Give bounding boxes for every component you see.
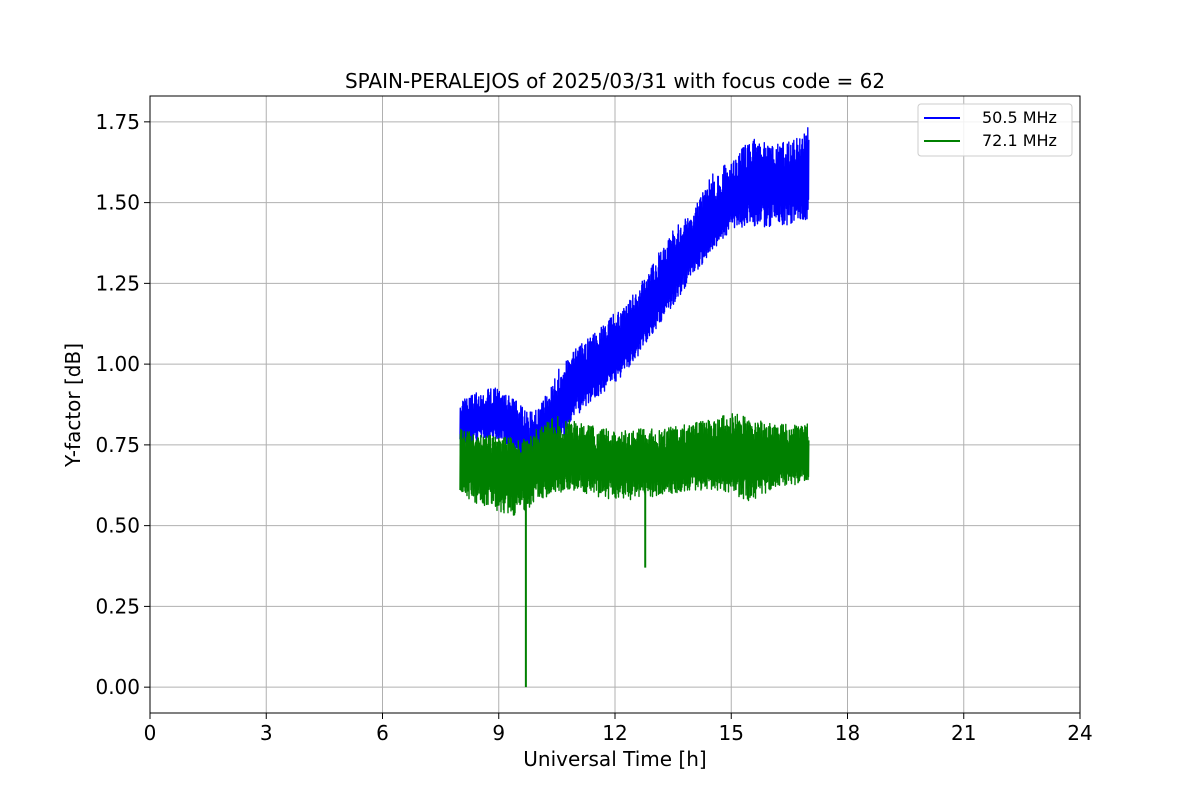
x-axis-ticks: 0 3 6 9 12 15 18 21 24 bbox=[144, 713, 1093, 745]
legend: 50.5 MHz 72.1 MHz bbox=[917, 103, 1073, 157]
y-tick-label: 0.50 bbox=[95, 514, 140, 538]
y-axis-ticks: 0.00 0.25 0.50 0.75 1.00 1.25 1.50 1.75 bbox=[95, 110, 150, 699]
chart-title: SPAIN-PERALEJOS of 2025/03/31 with focus… bbox=[345, 69, 885, 93]
x-tick-label: 0 bbox=[144, 721, 157, 745]
y-tick-label: 0.25 bbox=[95, 594, 140, 618]
x-tick-label: 6 bbox=[376, 721, 389, 745]
x-axis-label: Universal Time [h] bbox=[523, 747, 706, 771]
x-tick-label: 9 bbox=[492, 721, 505, 745]
y-tick-label: 0.75 bbox=[95, 433, 140, 457]
x-tick-label: 12 bbox=[602, 721, 627, 745]
x-tick-label: 24 bbox=[1067, 721, 1092, 745]
grid bbox=[149, 96, 1081, 713]
y-tick-label: 1.25 bbox=[95, 271, 140, 295]
series-line-50-5-mhz bbox=[459, 127, 810, 492]
y-tick-label: 1.75 bbox=[95, 110, 140, 134]
legend-label-50-5-mhz: 50.5 MHz bbox=[982, 108, 1057, 127]
legend-label-72-1-mhz: 72.1 MHz bbox=[982, 131, 1057, 150]
x-tick-label: 21 bbox=[951, 721, 976, 745]
x-tick-label: 18 bbox=[835, 721, 860, 745]
series-line-72-1-mhz bbox=[459, 413, 810, 516]
series-50-5-mhz bbox=[459, 127, 810, 492]
y-tick-label: 0.00 bbox=[95, 675, 140, 699]
x-tick-label: 3 bbox=[260, 721, 273, 745]
y-axis-label: Y-factor [dB] bbox=[61, 343, 85, 468]
series-72-1-mhz bbox=[459, 413, 810, 688]
series-layer bbox=[459, 127, 810, 688]
y-tick-label: 1.50 bbox=[95, 191, 140, 215]
x-tick-label: 15 bbox=[719, 721, 744, 745]
y-tick-label: 1.00 bbox=[95, 352, 140, 376]
